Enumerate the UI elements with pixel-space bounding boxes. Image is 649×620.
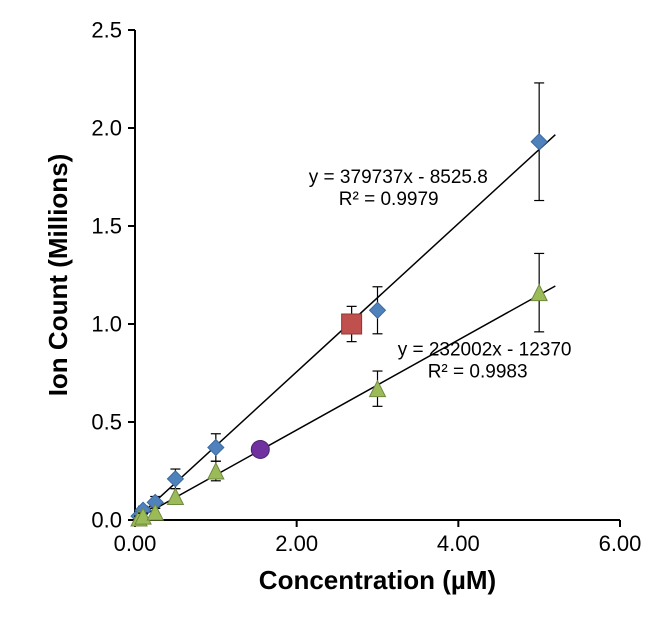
y-tick-label: 1.5 (91, 214, 122, 239)
annot-upper-line-1: R² = 0.9979 (339, 189, 439, 210)
chart-container: 0.00 2.00 4.00 6.00 0.0 0.5 1.0 1.5 2.0 2.5 Concen… (0, 0, 649, 620)
x-axis-label: Concentration (µM) (259, 565, 496, 595)
point-circle-purple (251, 440, 269, 458)
y-tick-label: 1.0 (91, 312, 122, 337)
annot-upper-line-0: y = 379737x - 8525.8 (309, 167, 488, 188)
x-tick-label: 4.00 (437, 531, 480, 556)
scatter-chart: 0.00 2.00 4.00 6.00 0.0 0.5 1.0 1.5 2.0 2.5 Concen… (0, 0, 649, 620)
annot-lower-line-0: y = 232002x - 12370 (398, 339, 572, 360)
y-tick-label: 2.0 (91, 116, 122, 141)
y-tick-label: 0.5 (91, 410, 122, 435)
x-tick-label: 0.00 (114, 531, 157, 556)
annot-lower-line-1: R² = 0.9983 (428, 361, 528, 382)
y-tick-label: 0.0 (91, 508, 122, 533)
y-tick-label: 2.5 (91, 18, 122, 43)
x-tick-label: 2.00 (275, 531, 318, 556)
x-tick-label: 6.00 (599, 531, 642, 556)
y-axis-label: Ion Count (Millions) (43, 154, 73, 397)
